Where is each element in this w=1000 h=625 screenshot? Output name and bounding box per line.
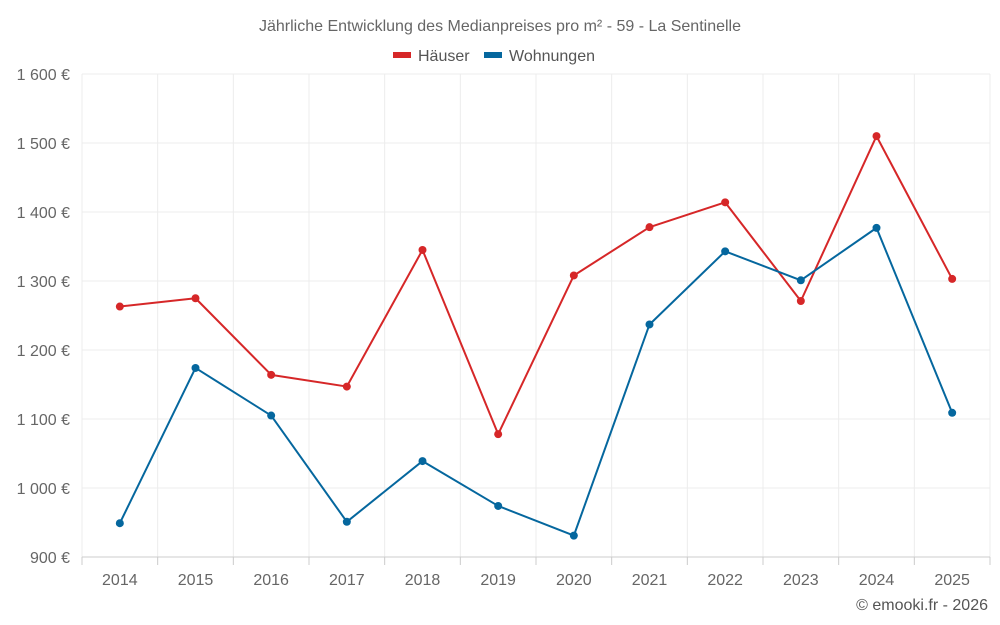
y-tick-label: 1 300 € bbox=[17, 274, 70, 291]
series-line-wohnungen bbox=[118, 226, 954, 537]
data-point-haeuser[interactable] bbox=[796, 297, 805, 306]
data-point-wohnungen[interactable] bbox=[494, 501, 503, 510]
x-tick-label: 2024 bbox=[859, 572, 895, 589]
data-point-wohnungen[interactable] bbox=[569, 531, 578, 540]
data-point-haeuser[interactable] bbox=[267, 370, 276, 379]
x-tick-label: 2021 bbox=[632, 572, 668, 589]
series-layer bbox=[115, 132, 957, 540]
y-tick-label: 1 000 € bbox=[17, 481, 70, 498]
x-tick-label: 2017 bbox=[329, 572, 365, 589]
data-point-wohnungen[interactable] bbox=[267, 411, 276, 420]
y-tick-label: 1 100 € bbox=[17, 412, 70, 429]
x-tick-label: 2015 bbox=[178, 572, 214, 589]
series-line-haeuser bbox=[119, 135, 954, 436]
data-point-wohnungen[interactable] bbox=[796, 276, 805, 285]
y-tick-label: 1 400 € bbox=[17, 205, 70, 222]
data-point-haeuser[interactable] bbox=[191, 294, 200, 303]
data-point-haeuser[interactable] bbox=[872, 132, 881, 141]
legend-swatch-wohnungen bbox=[484, 52, 502, 58]
data-point-haeuser[interactable] bbox=[645, 223, 654, 232]
data-point-wohnungen[interactable] bbox=[721, 247, 730, 256]
data-point-haeuser[interactable] bbox=[115, 302, 124, 311]
x-tick-label: 2022 bbox=[707, 572, 743, 589]
axes: 900 € 1 000 € 1 100 € 1 200 € 1 300 € 1 400 €… bbox=[17, 67, 991, 589]
data-point-wohnungen[interactable] bbox=[948, 408, 957, 417]
legend-item-wohnungen[interactable]: Wohnungen bbox=[484, 48, 595, 65]
legend-label-wohnungen: Wohnungen bbox=[509, 48, 595, 65]
x-tick-label: 2025 bbox=[934, 572, 970, 589]
x-tick-label: 2019 bbox=[480, 572, 516, 589]
legend-swatch-haeuser bbox=[393, 52, 411, 58]
data-point-wohnungen[interactable] bbox=[872, 223, 881, 232]
copyright-credit: © emooki.fr - 2026 bbox=[856, 597, 988, 614]
legend: Häuser Wohnungen bbox=[393, 48, 595, 65]
data-point-wohnungen[interactable] bbox=[418, 457, 427, 466]
data-point-haeuser[interactable] bbox=[721, 198, 730, 207]
y-tick-label: 1 600 € bbox=[17, 67, 70, 84]
series-wohnungen bbox=[115, 223, 957, 540]
legend-item-haeuser[interactable]: Häuser bbox=[393, 48, 470, 65]
data-point-wohnungen[interactable] bbox=[115, 519, 124, 528]
x-tick-label: 2014 bbox=[102, 572, 138, 589]
data-point-haeuser[interactable] bbox=[569, 271, 578, 280]
y-tick-label: 1 500 € bbox=[17, 136, 70, 153]
data-point-haeuser[interactable] bbox=[418, 245, 427, 254]
grid bbox=[81, 73, 991, 558]
x-tick-label: 2020 bbox=[556, 572, 592, 589]
data-point-haeuser[interactable] bbox=[948, 274, 957, 283]
x-tick-label: 2018 bbox=[405, 572, 441, 589]
y-tick-label: 900 € bbox=[30, 550, 70, 567]
data-point-haeuser[interactable] bbox=[494, 430, 503, 439]
series-haeuser bbox=[115, 132, 957, 439]
data-point-wohnungen[interactable] bbox=[342, 517, 351, 526]
x-tick-label: 2023 bbox=[783, 572, 819, 589]
data-point-wohnungen[interactable] bbox=[191, 363, 200, 372]
data-point-haeuser[interactable] bbox=[342, 382, 351, 391]
y-tick-label: 1 200 € bbox=[17, 343, 70, 360]
legend-label-haeuser: Häuser bbox=[418, 48, 470, 65]
data-point-wohnungen[interactable] bbox=[645, 320, 654, 329]
x-tick-label: 2016 bbox=[253, 572, 289, 589]
chart-title: Jährliche Entwicklung des Medianpreises … bbox=[259, 18, 741, 35]
